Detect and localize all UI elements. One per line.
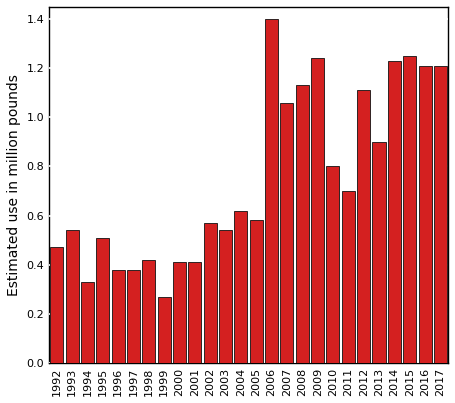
Y-axis label: Estimated use in million pounds: Estimated use in million pounds — [7, 74, 21, 296]
Bar — [234, 211, 248, 363]
Bar — [326, 166, 339, 363]
Bar — [311, 58, 324, 363]
Bar — [127, 270, 140, 363]
Bar — [173, 262, 186, 363]
Bar — [388, 61, 401, 363]
Bar — [265, 19, 278, 363]
Bar — [403, 56, 416, 363]
Bar — [280, 103, 293, 363]
Bar — [342, 191, 355, 363]
Bar — [250, 220, 263, 363]
Bar — [204, 223, 217, 363]
Bar — [96, 238, 109, 363]
Bar — [296, 85, 309, 363]
Bar — [357, 90, 370, 363]
Bar — [219, 230, 232, 363]
Bar — [158, 297, 171, 363]
Bar — [434, 66, 447, 363]
Bar — [419, 66, 431, 363]
Bar — [50, 247, 63, 363]
Bar — [66, 230, 79, 363]
Bar — [188, 262, 202, 363]
Bar — [111, 270, 125, 363]
Bar — [373, 142, 385, 363]
Bar — [142, 260, 155, 363]
Bar — [81, 282, 94, 363]
